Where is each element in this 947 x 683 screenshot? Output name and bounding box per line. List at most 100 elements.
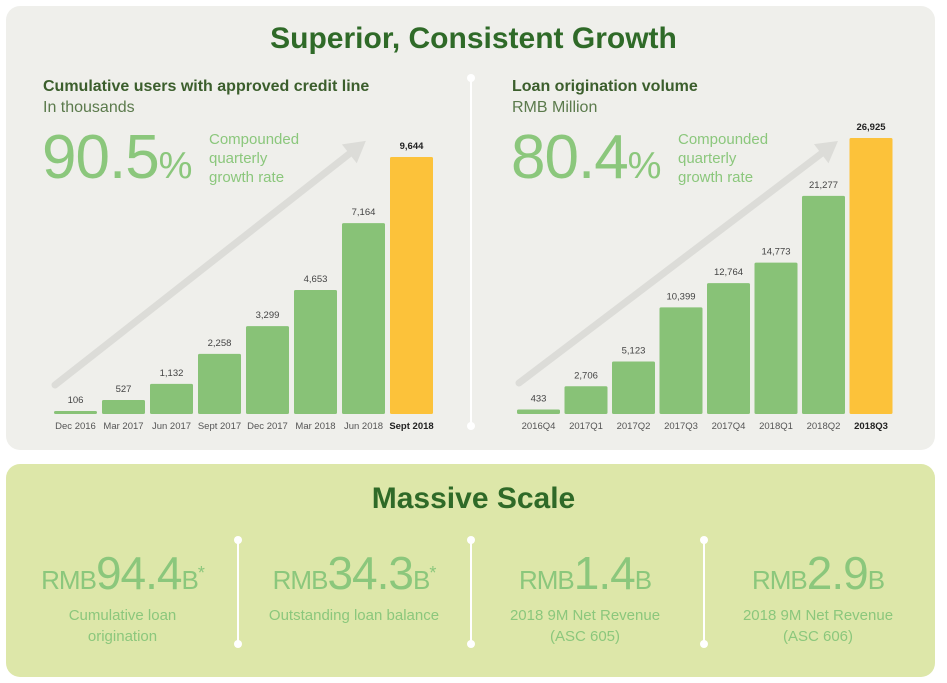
chart-divider-top-dot bbox=[467, 74, 475, 82]
loans-category-label-6: 2018Q2 bbox=[807, 421, 841, 432]
loans-category-label-3: 2017Q3 bbox=[664, 421, 698, 432]
stat-number: 34.3 bbox=[327, 547, 414, 599]
users-bar-1 bbox=[102, 399, 145, 414]
stat-suffix: B bbox=[634, 565, 652, 595]
loan-growth-value: 80.4% bbox=[511, 122, 662, 193]
users-category-label-7: Sept 2018 bbox=[389, 421, 433, 432]
users-bar-7 bbox=[390, 157, 433, 414]
users-growth-line3: growth rate bbox=[209, 169, 285, 186]
scale-title: Massive Scale bbox=[371, 482, 576, 515]
stat-divider-2-bottom-dot bbox=[467, 640, 475, 648]
loans-bar-1 bbox=[564, 386, 608, 414]
loans-value-label-0: 433 bbox=[531, 394, 547, 405]
stat-number: 94.4 bbox=[95, 547, 183, 599]
stat-prefix: RMB bbox=[41, 565, 97, 595]
loan-growth-line3: growth rate bbox=[678, 169, 754, 186]
loans-category-label-4: 2017Q4 bbox=[712, 421, 746, 432]
stat-number: 1.4 bbox=[573, 547, 636, 599]
users-value-label-1: 527 bbox=[116, 384, 132, 395]
stat-divider-2-top-dot bbox=[467, 536, 475, 544]
users-category-label-5: Mar 2018 bbox=[295, 421, 335, 432]
stat-label-line1: 2018 9M Net Revenue bbox=[742, 607, 894, 624]
stat-asterisk: * bbox=[197, 563, 205, 583]
stat-divider-1-bottom-dot bbox=[234, 640, 242, 648]
users-growth-number: 90.5 bbox=[42, 123, 160, 192]
stat-asterisk: * bbox=[429, 563, 436, 583]
users-growth-unit: % bbox=[158, 145, 193, 187]
stat-outstanding-balance: RMB34.3B* Outstanding loan balance bbox=[248, 548, 460, 626]
users-bar-2 bbox=[150, 383, 193, 414]
chart-divider bbox=[470, 80, 472, 426]
loans-value-label-4: 12,764 bbox=[714, 267, 743, 278]
stat-value: RMB34.3B* bbox=[248, 548, 460, 605]
stat-number: 2.9 bbox=[806, 547, 869, 599]
chart-divider-bottom-dot bbox=[467, 422, 475, 430]
loan-growth-unit: % bbox=[627, 145, 662, 187]
loans-value-label-7: 26,925 bbox=[856, 122, 886, 133]
stat-divider-3 bbox=[703, 540, 705, 644]
stat-divider-3-top-dot bbox=[700, 536, 708, 544]
users-category-label-0: Dec 2016 bbox=[55, 421, 96, 432]
users-category-label-1: Mar 2017 bbox=[103, 421, 143, 432]
users-growth-arrow bbox=[51, 140, 366, 389]
loans-value-label-6: 21,277 bbox=[809, 180, 838, 191]
loans-category-label-0: 2016Q4 bbox=[522, 421, 556, 432]
stat-prefix: RMB bbox=[272, 565, 329, 595]
users-value-label-5: 4,653 bbox=[304, 274, 328, 285]
users-growth-value: 90.5% bbox=[42, 122, 193, 193]
users-growth-label: Compounded quarterly growth rate bbox=[209, 130, 299, 187]
stat-divider-1 bbox=[237, 540, 239, 644]
stat-value: RMB94.4B* bbox=[20, 548, 225, 605]
loans-bar-7 bbox=[849, 138, 893, 414]
stat-label-line1: Cumulative loan bbox=[68, 607, 177, 624]
loan-growth-line2: quarterly bbox=[678, 150, 737, 167]
users-value-label-0: 106 bbox=[68, 395, 84, 406]
users-value-label-3: 2,258 bbox=[208, 338, 232, 349]
users-bar-4 bbox=[246, 326, 289, 414]
loans-category-label-7: 2018Q3 bbox=[854, 421, 888, 432]
users-category-label-6: Jun 2018 bbox=[344, 421, 383, 432]
loans-bar-4 bbox=[707, 283, 750, 414]
stat-suffix: B bbox=[412, 565, 430, 595]
loans-category-label-5: 2018Q1 bbox=[759, 421, 793, 432]
loans-bar-5 bbox=[754, 262, 798, 414]
loans-growth-arrow bbox=[515, 140, 838, 387]
loans-category-label-2: 2017Q2 bbox=[617, 421, 651, 432]
stat-suffix: B bbox=[867, 565, 885, 595]
stat-value: RMB1.4B bbox=[480, 548, 690, 605]
users-bar-3 bbox=[198, 353, 241, 414]
stat-prefix: RMB bbox=[518, 565, 575, 595]
stat-label-line1: Outstanding loan balance bbox=[268, 607, 440, 624]
stat-label-line2: (ASC 605) bbox=[549, 628, 621, 645]
users-category-label-3: Sept 2017 bbox=[198, 421, 241, 432]
users-bar-6 bbox=[342, 223, 385, 414]
loan-growth-line1: Compounded bbox=[678, 131, 769, 148]
users-bar-chart: 106 Dec 2016 527 Mar 2017 1,132 Jun 2017 2,258… bbox=[51, 140, 434, 432]
users-category-label-4: Dec 2017 bbox=[247, 421, 288, 432]
stat-divider-3-bottom-dot bbox=[700, 640, 708, 648]
growth-title: Superior, Consistent Growth bbox=[270, 22, 677, 55]
loans-value-label-2: 5,123 bbox=[622, 345, 646, 356]
stat-suffix: B bbox=[181, 565, 198, 595]
loan-chart-title: Loan origination volume bbox=[512, 78, 698, 95]
stat-value: RMB2.9B bbox=[713, 548, 923, 605]
stat-cumulative-origination: RMB94.4B* Cumulative loan origination bbox=[20, 548, 225, 647]
users-bar-0 bbox=[54, 411, 97, 414]
users-bar-5 bbox=[294, 290, 337, 414]
loans-bar-2 bbox=[612, 361, 655, 414]
loans-bar-6 bbox=[802, 195, 845, 414]
stat-label-line2: origination bbox=[87, 628, 158, 645]
stat-divider-2 bbox=[470, 540, 472, 644]
loans-value-label-3: 10,399 bbox=[666, 291, 695, 302]
loans-bar-0 bbox=[517, 409, 560, 414]
users-chart-title: Cumulative users with approved credit li… bbox=[43, 78, 370, 95]
loan-growth-number: 80.4 bbox=[511, 123, 629, 192]
stat-net-revenue-asc605: RMB1.4B 2018 9M Net Revenue (ASC 605) bbox=[480, 548, 690, 647]
stat-net-revenue-asc606: RMB2.9B 2018 9M Net Revenue (ASC 606) bbox=[713, 548, 923, 647]
users-value-label-4: 3,299 bbox=[256, 310, 280, 321]
users-growth-line1: Compounded bbox=[209, 131, 300, 148]
stat-label-line2: (ASC 606) bbox=[782, 628, 854, 645]
loan-growth-label: Compounded quarterly growth rate bbox=[678, 130, 768, 187]
stat-prefix: RMB bbox=[751, 565, 808, 595]
users-chart-subtitle: In thousands bbox=[43, 99, 135, 116]
